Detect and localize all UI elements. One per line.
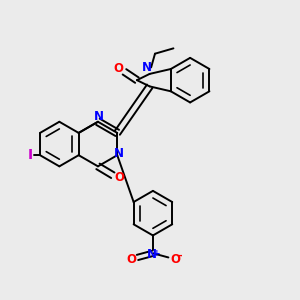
Text: I: I (28, 148, 33, 162)
Text: N: N (94, 110, 103, 123)
Text: -: - (177, 251, 182, 261)
Text: O: O (113, 62, 124, 75)
Text: O: O (126, 253, 136, 266)
Text: N: N (142, 61, 152, 74)
Text: N: N (114, 147, 124, 160)
Text: O: O (114, 171, 124, 184)
Text: +: + (153, 249, 160, 258)
Text: N: N (146, 248, 156, 261)
Text: O: O (170, 253, 180, 266)
